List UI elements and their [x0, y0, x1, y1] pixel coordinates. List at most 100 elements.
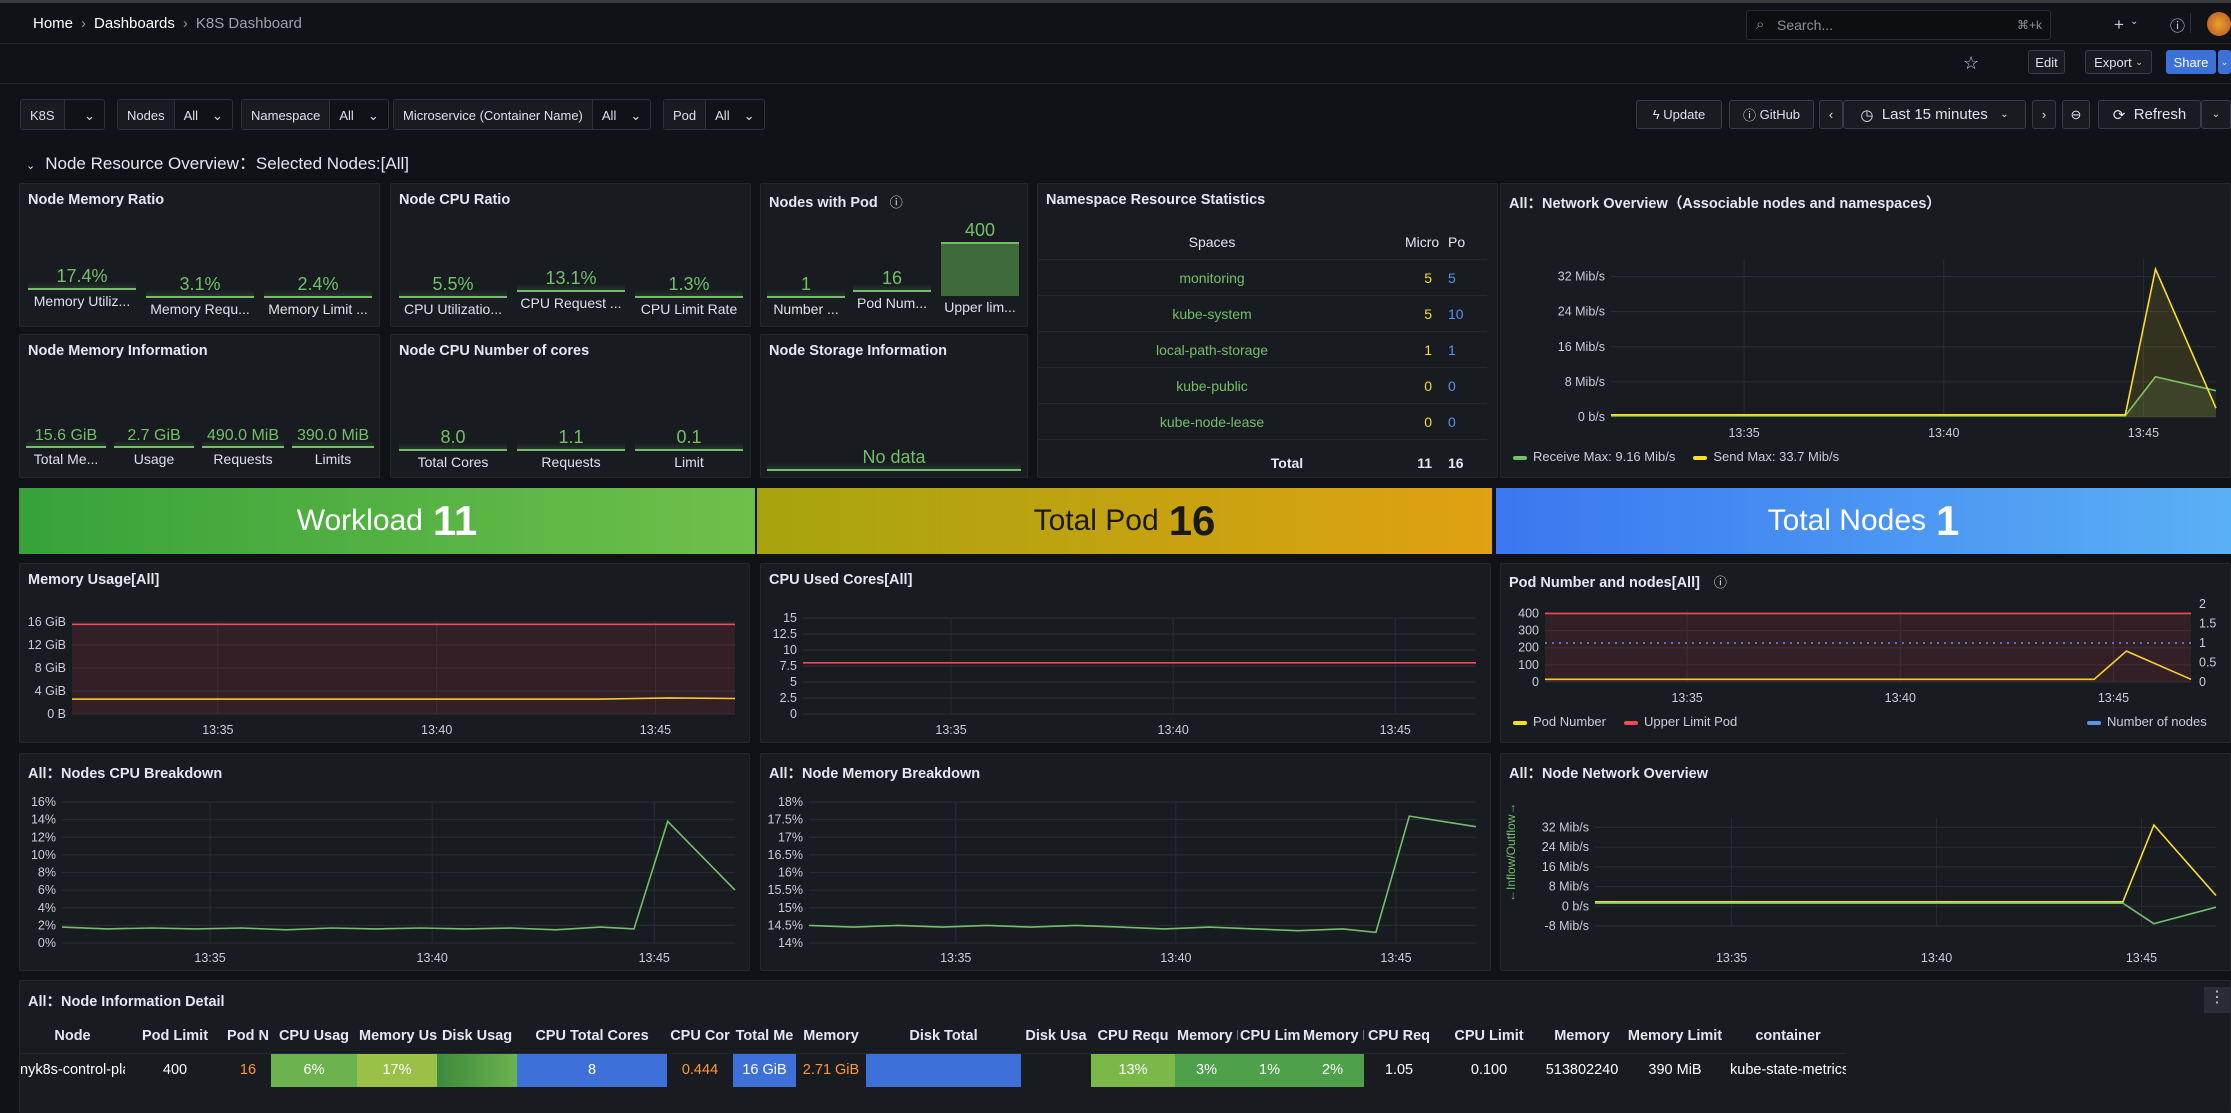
info-icon[interactable]: ⓘ [1713, 575, 1727, 590]
y-tick-label: 2.5 [780, 691, 797, 705]
col-header[interactable]: CPU Usag [278, 1027, 350, 1044]
table-row: monitoring 5 5 [1037, 260, 1487, 296]
series-line-usage [72, 697, 736, 700]
y-tick-label: 16% [778, 866, 803, 880]
col-header[interactable]: Memory Usa [359, 1027, 437, 1044]
y-tick-label: 8 Mib/s [1565, 375, 1605, 389]
github-button[interactable]: ⓘ GitHub [1729, 100, 1814, 129]
ns-pod: 5 [1448, 269, 1456, 286]
legend-number-of-nodes[interactable]: Number of nodes [2087, 714, 2207, 729]
stat-label: Requests [213, 451, 273, 467]
ns-micro: 1 [1424, 341, 1432, 358]
edit-button[interactable]: Edit [2028, 50, 2065, 74]
breadcrumb-dashboards[interactable]: Dashboards [94, 15, 175, 32]
ns-name: kube-public [1176, 377, 1248, 394]
col-header[interactable]: Node [54, 1027, 91, 1044]
y-tick-label: 6% [38, 883, 56, 897]
y-tick-label: 4% [38, 901, 56, 915]
table-cell: kube-state-metrics [1730, 1052, 1846, 1087]
add-icon[interactable]: + [2114, 15, 2124, 34]
info-icon: ⓘ [1742, 108, 1756, 123]
variable-microservice[interactable]: Microservice (Container Name) All ⌄ [393, 99, 652, 130]
y-tick-label: 15.5% [768, 883, 803, 897]
share-menu-chevron-icon[interactable]: ⌄ [2218, 50, 2231, 74]
legend-pod-number[interactable]: Pod Number [1513, 714, 1606, 729]
zoom-out-icon: ⊖ [2070, 106, 2082, 122]
col-header[interactable]: Disk Total [909, 1027, 978, 1044]
more-vertical-icon[interactable]: ⋮ [2204, 987, 2230, 1013]
col-pod[interactable]: Po [1448, 233, 1466, 250]
table-cell [437, 1052, 517, 1087]
col-spaces[interactable]: Spaces [1188, 233, 1236, 250]
stat-upper-limit: 400 Upper lim... [941, 220, 1019, 315]
col-micro[interactable]: Micro [1405, 233, 1440, 250]
col-header[interactable]: Memory R [1177, 1027, 1238, 1044]
col-header[interactable]: Total Me [735, 1027, 794, 1044]
col-header[interactable]: Pod N [227, 1027, 269, 1044]
y-tick-label: 24 Mib/s [1542, 840, 1589, 854]
banner-total-pod: Total Pod 16 [757, 488, 1492, 554]
chart-memory-breakdown: 14% 14.5% 15% 15.5% 16% 16.5% 17% 17.5% 18% 13:35… [768, 795, 1477, 965]
col-header[interactable]: CPU Req [1367, 1027, 1431, 1044]
x-tick-label: 13:35 [940, 951, 971, 965]
col-header[interactable]: CPU Limit [1240, 1027, 1301, 1044]
table-cell [866, 1052, 1021, 1087]
time-back-button[interactable]: ‹ [1819, 100, 1843, 129]
y-tick-label: 16 Mib/s [1558, 340, 1605, 354]
panel-title-label: Nodes with Pod [769, 195, 878, 211]
x-tick-label: 13:40 [1921, 951, 1952, 965]
refresh-interval-chevron-icon[interactable]: ⌄ [2201, 100, 2231, 129]
x-tick-label: 13:45 [2128, 426, 2159, 440]
panel-network-overview: All：Network Overview（Associable nodes an… [1500, 183, 2231, 478]
col-header[interactable]: container [1755, 1027, 1821, 1044]
col-header[interactable]: CPU Limit [1454, 1027, 1524, 1044]
legend-upper-limit[interactable]: Upper Limit Pod [1623, 714, 1737, 729]
col-header[interactable]: Pod Limit [141, 1027, 209, 1044]
star-icon[interactable]: ☆ [1963, 53, 1980, 73]
col-header[interactable]: CPU Cor [670, 1027, 730, 1044]
y-tick-label: 17% [778, 830, 803, 844]
share-button[interactable]: Share [2166, 50, 2216, 74]
col-header[interactable]: Memory [1554, 1027, 1610, 1044]
col-header[interactable]: Disk Usag [441, 1027, 513, 1044]
legend-receive[interactable]: Receive Max: 9.16 Mib/s [1513, 449, 1675, 464]
clock-icon: ◷ [1860, 106, 1874, 124]
table-cell: 16 [225, 1052, 271, 1087]
banner-value: 11 [432, 497, 478, 544]
panel-node-memory-information: Node Memory Information 15.6 GiB Total Me… [19, 334, 380, 478]
avatar[interactable] [2207, 12, 2231, 36]
chevron-down-icon: ⌄ [367, 108, 379, 123]
variable-pod[interactable]: Pod All ⌄ [663, 99, 765, 130]
zoom-out-button[interactable]: ⊖ [2062, 100, 2090, 129]
help-icon[interactable]: ⓘ [2170, 18, 2186, 35]
variable-namespace[interactable]: Namespace All ⌄ [241, 99, 389, 130]
y-tick-label: 8% [38, 866, 56, 880]
col-header[interactable]: Disk Usa [1025, 1027, 1087, 1044]
time-forward-button[interactable]: › [2032, 100, 2056, 129]
update-button[interactable]: ϟ Update [1636, 100, 1722, 129]
refresh-button[interactable]: ⟳ Refresh [2098, 100, 2201, 129]
breadcrumb-home[interactable]: Home [33, 15, 74, 32]
stat-memory-limit: 2.4% Memory Limit ... [264, 274, 372, 317]
col-header[interactable]: CPU Requ [1097, 1027, 1169, 1044]
variable-k8s[interactable]: K8S ⌄ [20, 99, 105, 130]
panel-cpu-used-cores: CPU Used Cores[All] 0 2.5 5 7.5 10 12.5 15 13:3… [760, 563, 1491, 743]
y-tick-label: 0 b/s [1562, 899, 1589, 913]
time-picker[interactable]: ◷ Last 15 minutes ⌄ [1843, 100, 2026, 129]
col-header[interactable]: Memory [803, 1027, 859, 1044]
stat-value: 16 [853, 268, 931, 292]
search-input[interactable]: ⌕ Search... ⌘+k [1746, 10, 2051, 40]
info-icon[interactable]: ⓘ [889, 195, 903, 210]
col-header[interactable]: Memory L [1303, 1027, 1364, 1044]
panel-node-memory-ratio: Node Memory Ratio 17.4% Memory Utiliz... … [19, 183, 380, 327]
variable-nodes[interactable]: Nodes All ⌄ [117, 99, 233, 130]
col-header[interactable]: Memory Limit [1627, 1027, 1723, 1044]
col-header[interactable]: CPU Total Cores [535, 1027, 649, 1044]
row-title[interactable]: ⌄ Node Resource Overview：Selected Nodes:[… [26, 149, 409, 174]
export-button[interactable]: Export ⌄ [2085, 50, 2152, 74]
ns-pod: 0 [1448, 413, 1456, 430]
table-cell: 1.05 [1364, 1052, 1434, 1087]
legend-send[interactable]: Send Max: 33.7 Mib/s [1693, 449, 1839, 464]
chevron-down-icon[interactable]: ⌄ [2130, 16, 2139, 27]
panel-title: All：Nodes CPU Breakdown [28, 766, 223, 782]
